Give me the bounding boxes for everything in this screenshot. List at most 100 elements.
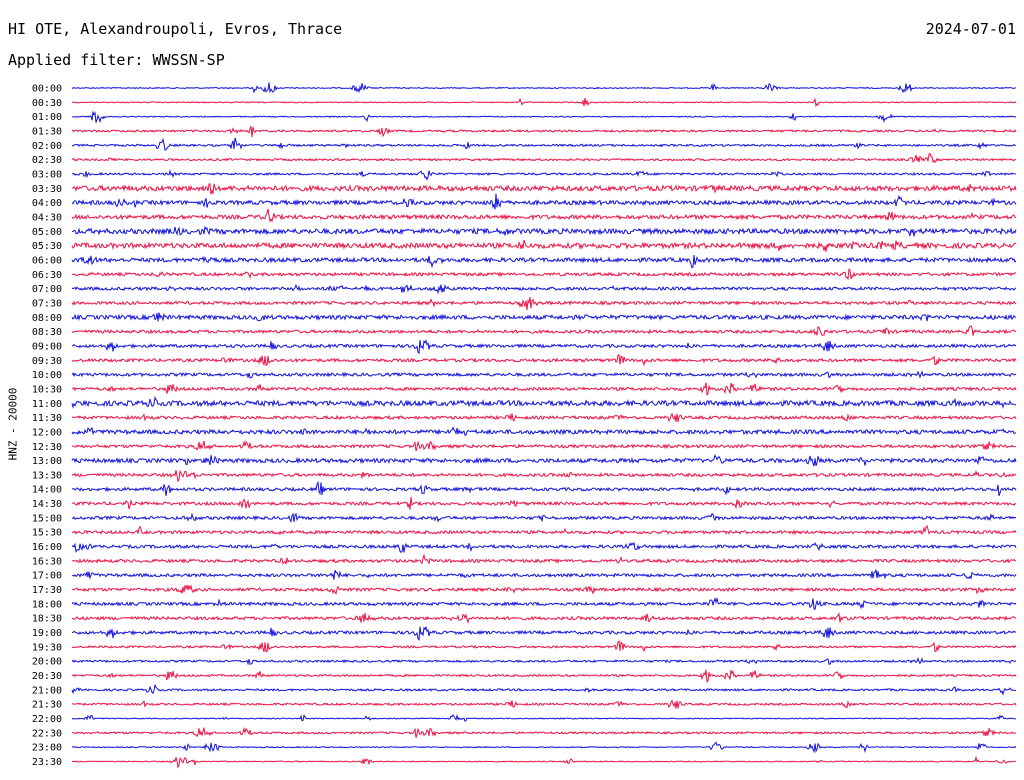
tick-label: 20:30 (32, 671, 62, 682)
tick-label: 05:00 (32, 227, 62, 238)
tick-label: 18:00 (32, 599, 62, 610)
tick-label: 04:00 (32, 198, 62, 209)
tick-label: 01:00 (32, 112, 62, 123)
tick-label: 05:30 (32, 241, 62, 252)
trace-line (71, 584, 1017, 595)
date-label: 2024-07-01 (925, 20, 1016, 38)
trace-line (71, 370, 1017, 379)
trace-line (71, 183, 1017, 195)
trace-line (71, 152, 1017, 164)
tick-label: 09:00 (32, 341, 62, 352)
tick-label: 16:30 (32, 556, 62, 567)
tick-label: 20:00 (32, 657, 62, 668)
trace-line (71, 726, 1017, 738)
trace-line (71, 110, 1017, 124)
tick-label: 10:00 (32, 370, 62, 381)
tick-label: 00:00 (32, 84, 62, 95)
trace-line (71, 312, 1017, 322)
trace-line (71, 382, 1017, 396)
tick-label: 14:00 (32, 485, 62, 496)
station-title: HI OTE, Alexandroupoli, Evros, Thrace (8, 20, 343, 38)
trace-line (71, 454, 1017, 467)
tick-label: 11:00 (32, 399, 62, 410)
trace-line (71, 541, 1017, 553)
tick-label: 01:30 (32, 126, 62, 137)
trace-line (71, 255, 1017, 269)
trace-line (71, 239, 1017, 252)
trace-line (71, 82, 1017, 94)
tick-label: 06:00 (32, 255, 62, 266)
trace-line (71, 208, 1017, 223)
tick-label: 13:30 (32, 470, 62, 481)
tick-label: 12:30 (32, 442, 62, 453)
tick-label: 16:00 (32, 542, 62, 553)
trace-line (71, 512, 1017, 523)
trace-line (71, 412, 1017, 423)
tick-label: 22:30 (32, 728, 62, 739)
tick-label: 22:00 (32, 714, 62, 725)
trace-line (71, 426, 1017, 436)
tick-label: 12:00 (32, 427, 62, 438)
tick-label: 21:30 (32, 700, 62, 711)
trace-line (71, 193, 1017, 210)
tick-label: 17:00 (32, 571, 62, 582)
trace-line (71, 339, 1017, 355)
trace-line (71, 640, 1017, 653)
tick-label: 09:30 (32, 356, 62, 367)
trace-line (71, 395, 1017, 409)
trace-line (71, 225, 1017, 237)
trace-line (71, 569, 1017, 580)
trace-line (71, 755, 1017, 769)
trace-line (71, 137, 1017, 151)
tick-label: 03:00 (32, 169, 62, 180)
tick-label: 23:00 (32, 743, 62, 754)
trace-line (71, 496, 1017, 510)
trace-line (71, 268, 1017, 281)
tick-label: 13:00 (32, 456, 62, 467)
trace-line (71, 296, 1017, 311)
trace-line (71, 669, 1017, 683)
trace-line (71, 97, 1017, 108)
trace-line (71, 440, 1017, 452)
tick-label: 07:30 (32, 298, 62, 309)
trace-line (71, 741, 1017, 754)
tick-label: 07:00 (32, 284, 62, 295)
tick-label: 18:30 (32, 614, 62, 625)
tick-label: 00:30 (32, 98, 62, 109)
trace-line (71, 612, 1017, 625)
filter-label: Applied filter: WWSSN-SP (8, 51, 225, 69)
tick-label: 03:30 (32, 184, 62, 195)
tick-label: 14:30 (32, 499, 62, 510)
trace-line (71, 169, 1017, 181)
tick-label: 08:30 (32, 327, 62, 338)
tick-label: 11:30 (32, 413, 62, 424)
trace-line (71, 699, 1017, 709)
tick-label: 19:00 (32, 628, 62, 639)
tick-label: 04:30 (32, 212, 62, 223)
trace-line (71, 596, 1017, 611)
trace-line (71, 656, 1017, 666)
tick-label: 15:30 (32, 528, 62, 539)
trace-line (71, 625, 1017, 641)
trace-line (71, 354, 1017, 367)
trace-line (72, 553, 1017, 565)
trace-line (71, 125, 1017, 138)
tick-label: 02:00 (32, 141, 62, 152)
trace-line (71, 283, 1017, 295)
tick-label: 23:30 (32, 757, 62, 768)
trace-line (71, 325, 1017, 336)
trace-line (71, 713, 1017, 722)
trace-line (71, 524, 1017, 536)
tick-label: 19:30 (32, 642, 62, 653)
tick-label: 08:00 (32, 313, 62, 324)
tick-label: 06:30 (32, 270, 62, 281)
tick-label: 15:00 (32, 513, 62, 524)
tick-label: 21:00 (32, 685, 62, 696)
trace-line (71, 480, 1017, 497)
tick-label: 17:30 (32, 585, 62, 596)
trace-line (71, 469, 1017, 483)
trace-line (71, 683, 1017, 696)
tick-label: 10:30 (32, 384, 62, 395)
tick-label: 02:30 (32, 155, 62, 166)
